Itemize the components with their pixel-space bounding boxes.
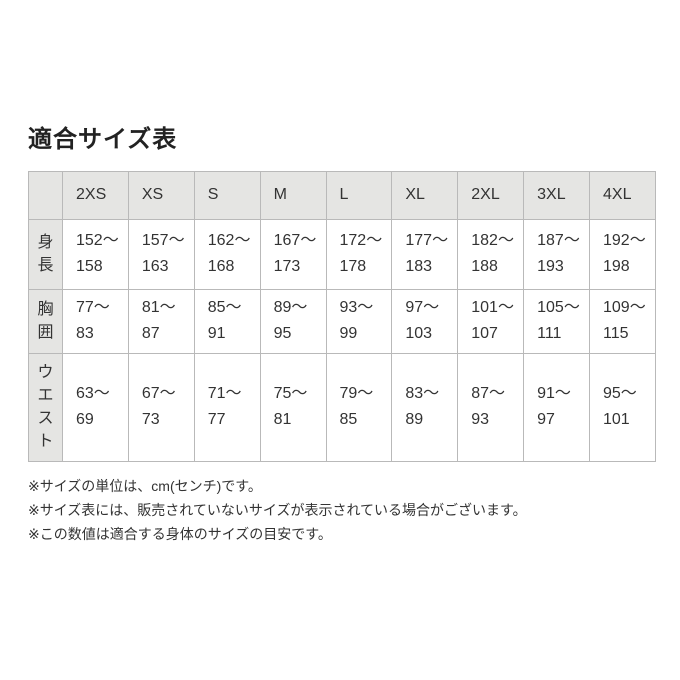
note-guideline: ※この数値は適合する身体のサイズの目安です。 bbox=[28, 525, 332, 542]
column-header-3xl: 3XL bbox=[523, 170, 590, 220]
size-cell: 192〜 198 bbox=[589, 218, 656, 290]
page-title: 適合サイズ表 bbox=[28, 126, 178, 153]
corner-cell bbox=[28, 170, 63, 220]
size-cell: 79〜 85 bbox=[325, 352, 393, 462]
size-cell: 101〜 107 bbox=[457, 288, 525, 354]
note-availability: ※サイズ表には、販売されていないサイズが表示されている場合がございます。 bbox=[28, 501, 527, 518]
note-unit: ※サイズの単位は、cm(センチ)です。 bbox=[28, 477, 262, 494]
size-cell: 71〜 77 bbox=[193, 352, 261, 462]
table-row: 胸囲 77〜 83 81〜 87 85〜 91 89〜 95 93〜 99 97〜 103 101〜 107… bbox=[28, 288, 656, 354]
size-cell: 83〜 89 bbox=[391, 352, 459, 462]
size-notes: ※サイズの単位は、cm(センチ)です。 ※サイズ表には、販売されていないサイズが… bbox=[28, 474, 655, 546]
column-header-m: M bbox=[259, 170, 327, 220]
size-cell: 172〜 178 bbox=[325, 218, 393, 290]
size-cell: 177〜 183 bbox=[391, 218, 459, 290]
size-cell: 75〜 81 bbox=[259, 352, 327, 462]
table-row: ウエスト 63〜 69 67〜 73 71〜 77 75〜 81 79〜 85 83〜 89 87〜 93 9… bbox=[28, 352, 656, 462]
column-header-l: L bbox=[325, 170, 393, 220]
table-row: 身長 152〜 158 157〜 163 162〜 168 167〜 173 172〜 178 177… bbox=[28, 218, 656, 290]
size-cell: 97〜 103 bbox=[391, 288, 459, 354]
column-header-4xl: 4XL bbox=[589, 170, 656, 220]
size-cell: 77〜 83 bbox=[62, 288, 129, 354]
column-header-xs: XS bbox=[127, 170, 195, 220]
column-header-2xl: 2XL bbox=[457, 170, 525, 220]
column-header-2xs: 2XS bbox=[62, 170, 129, 220]
size-cell: 81〜 87 bbox=[127, 288, 195, 354]
size-cell: 152〜 158 bbox=[62, 218, 129, 290]
row-label: 胸囲 bbox=[28, 288, 63, 354]
size-cell: 157〜 163 bbox=[127, 218, 195, 290]
column-header-xl: XL bbox=[391, 170, 459, 220]
size-cell: 182〜 188 bbox=[457, 218, 525, 290]
size-cell: 67〜 73 bbox=[127, 352, 195, 462]
size-cell: 105〜 111 bbox=[523, 288, 590, 354]
size-cell: 109〜 115 bbox=[589, 288, 656, 354]
size-cell: 187〜 193 bbox=[523, 218, 590, 290]
size-cell: 63〜 69 bbox=[62, 352, 129, 462]
row-label: 身長 bbox=[28, 218, 63, 290]
size-cell: 85〜 91 bbox=[193, 288, 261, 354]
size-cell: 167〜 173 bbox=[259, 218, 327, 290]
size-cell: 95〜 101 bbox=[589, 352, 656, 462]
size-cell: 91〜 97 bbox=[523, 352, 590, 462]
row-label: ウエスト bbox=[28, 352, 63, 462]
size-cell: 89〜 95 bbox=[259, 288, 327, 354]
size-table: 2XS XS S M L XL 2XL 3XL 4XL 身長 152〜 158 157〜 163 162〜… bbox=[28, 170, 656, 462]
size-cell: 93〜 99 bbox=[325, 288, 393, 354]
column-header-s: S bbox=[193, 170, 261, 220]
size-cell: 162〜 168 bbox=[193, 218, 261, 290]
size-cell: 87〜 93 bbox=[457, 352, 525, 462]
size-table-header-row: 2XS XS S M L XL 2XL 3XL 4XL bbox=[28, 170, 656, 220]
